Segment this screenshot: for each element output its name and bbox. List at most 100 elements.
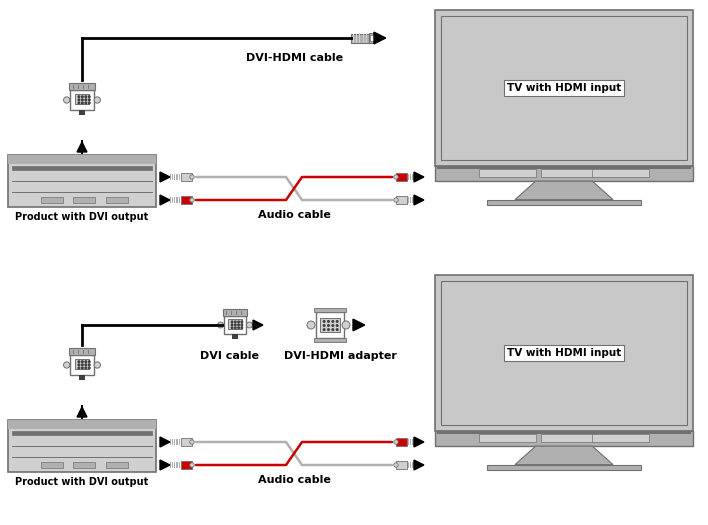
- Bar: [369, 33, 375, 43]
- Bar: [223, 309, 247, 316]
- Circle shape: [234, 321, 236, 323]
- Polygon shape: [414, 195, 424, 205]
- Bar: [181, 461, 192, 469]
- Circle shape: [78, 96, 80, 98]
- Bar: [417, 439, 418, 445]
- Bar: [414, 174, 416, 180]
- Circle shape: [81, 367, 83, 369]
- Circle shape: [81, 99, 83, 101]
- Text: DVI-HDMI cable: DVI-HDMI cable: [246, 53, 343, 63]
- Circle shape: [85, 361, 86, 362]
- Bar: [181, 438, 192, 446]
- Bar: [8, 155, 156, 207]
- Polygon shape: [374, 32, 386, 44]
- Bar: [176, 462, 178, 468]
- Bar: [435, 10, 693, 166]
- Bar: [172, 462, 173, 468]
- Bar: [417, 174, 418, 180]
- Circle shape: [238, 324, 239, 326]
- Polygon shape: [353, 319, 365, 331]
- Circle shape: [336, 329, 338, 330]
- Circle shape: [394, 175, 398, 179]
- Circle shape: [78, 361, 80, 362]
- Polygon shape: [160, 460, 170, 470]
- Bar: [414, 439, 416, 445]
- Circle shape: [394, 463, 398, 467]
- Bar: [408, 197, 409, 203]
- Circle shape: [232, 324, 233, 326]
- Bar: [172, 174, 173, 180]
- Circle shape: [88, 364, 90, 365]
- Circle shape: [88, 96, 90, 98]
- Bar: [414, 462, 416, 468]
- Bar: [410, 439, 411, 445]
- Bar: [541, 169, 598, 177]
- Circle shape: [190, 175, 194, 179]
- Circle shape: [324, 321, 325, 322]
- Bar: [435, 431, 693, 446]
- Bar: [224, 316, 246, 334]
- Bar: [174, 439, 176, 445]
- Bar: [486, 200, 641, 205]
- Circle shape: [81, 361, 83, 362]
- Bar: [169, 439, 171, 445]
- Bar: [40, 196, 63, 203]
- Circle shape: [85, 99, 86, 101]
- Bar: [105, 461, 128, 468]
- Text: DVI cable: DVI cable: [200, 351, 260, 361]
- Bar: [353, 34, 354, 43]
- Bar: [40, 461, 63, 468]
- Bar: [232, 334, 238, 340]
- Bar: [8, 155, 156, 164]
- Bar: [408, 462, 409, 468]
- Bar: [362, 34, 364, 43]
- Circle shape: [78, 102, 80, 104]
- Text: Product with DVI output: Product with DVI output: [16, 212, 149, 222]
- Circle shape: [238, 321, 239, 323]
- Circle shape: [64, 97, 70, 103]
- Polygon shape: [160, 172, 170, 182]
- Bar: [169, 462, 171, 468]
- Text: Audio cable: Audio cable: [258, 475, 331, 485]
- Circle shape: [241, 327, 243, 329]
- Bar: [69, 82, 95, 90]
- Circle shape: [85, 96, 86, 98]
- Text: TV with HDMI input: TV with HDMI input: [507, 83, 621, 93]
- Text: TV with HDMI input: TV with HDMI input: [507, 348, 621, 358]
- Bar: [412, 462, 413, 468]
- Circle shape: [94, 97, 101, 103]
- Circle shape: [394, 440, 398, 444]
- Bar: [408, 439, 409, 445]
- Circle shape: [190, 198, 194, 202]
- Bar: [479, 434, 536, 443]
- Bar: [356, 34, 357, 43]
- Bar: [73, 461, 96, 468]
- Polygon shape: [77, 407, 87, 417]
- Polygon shape: [160, 437, 170, 447]
- Bar: [417, 197, 418, 203]
- Circle shape: [232, 321, 233, 323]
- Circle shape: [85, 367, 86, 369]
- Circle shape: [81, 96, 83, 98]
- Bar: [410, 174, 411, 180]
- Bar: [172, 439, 173, 445]
- Circle shape: [64, 362, 70, 368]
- Bar: [316, 312, 344, 338]
- Bar: [314, 308, 346, 312]
- Circle shape: [328, 321, 329, 322]
- Bar: [8, 420, 156, 472]
- Text: Audio cable: Audio cable: [258, 210, 331, 220]
- Circle shape: [88, 367, 90, 369]
- Bar: [174, 462, 176, 468]
- Circle shape: [88, 102, 90, 104]
- Circle shape: [332, 321, 333, 322]
- Polygon shape: [414, 172, 424, 182]
- Bar: [320, 318, 340, 332]
- Bar: [70, 90, 93, 110]
- Polygon shape: [77, 142, 87, 152]
- Bar: [105, 196, 128, 203]
- Circle shape: [241, 324, 243, 326]
- Circle shape: [78, 364, 80, 365]
- Bar: [12, 166, 152, 170]
- Bar: [178, 462, 180, 468]
